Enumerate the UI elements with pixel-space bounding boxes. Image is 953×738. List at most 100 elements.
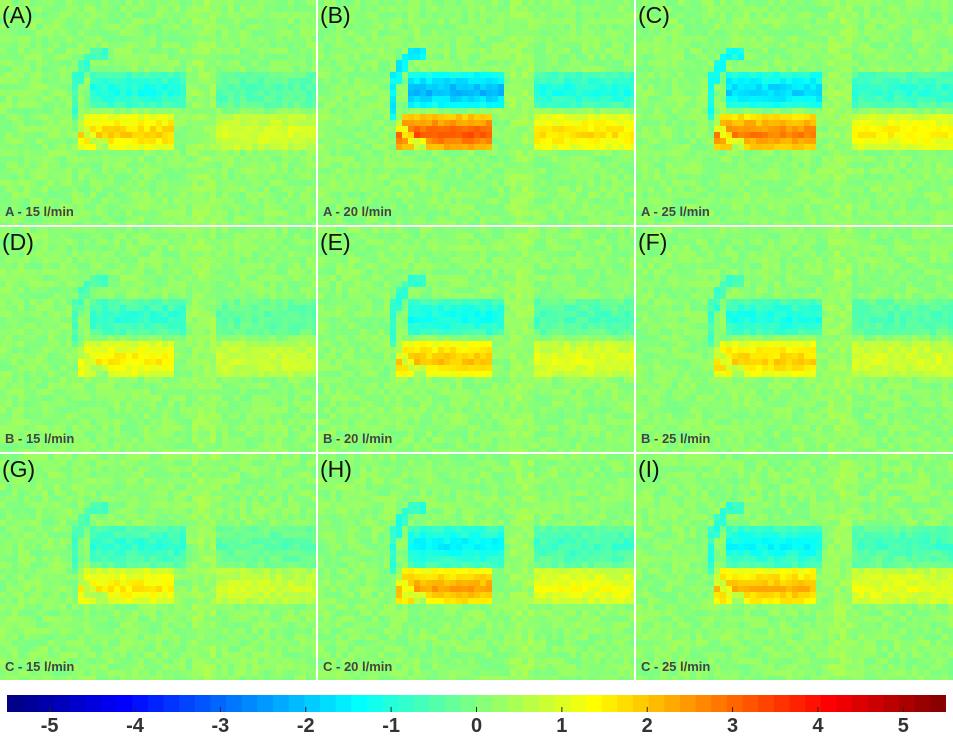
colorbar-tick-label: 0 [470,715,483,737]
colorbar-segment [210,695,227,712]
colorbar-tick-label: -4 [126,715,144,737]
panel-h: (H) C - 20 l/min [318,454,634,680]
colorbar-segment [789,695,806,712]
panel-condition: C - 25 l/min [641,659,711,674]
field-image [0,454,316,680]
colorbar-segment [69,695,86,712]
colorbar-segment [852,695,869,712]
colorbar-tick-label: -5 [40,715,59,737]
panel-condition: C - 20 l/min [323,659,393,674]
colorbar-segment [664,695,681,712]
colorbar-segment [116,695,133,712]
panel-i: (I) C - 25 l/min [636,454,953,680]
colorbar-segment [257,695,274,712]
colorbar-segment [601,695,618,712]
panel-e: (E) B - 20 l/min [318,227,634,452]
panel-condition: A - 15 l/min [5,204,74,219]
colorbar-segment [476,695,493,712]
colorbar-segment [633,695,650,712]
colorbar-tick-label: -1 [382,715,401,737]
colorbar-segment [586,695,603,712]
colorbar-segment [351,695,368,712]
colorbar-segment [570,695,587,712]
colorbar-segment [914,695,931,712]
colorbar [7,695,946,712]
colorbar-segment [758,695,775,712]
colorbar-segment [85,695,102,712]
panel-letter: (E) [320,229,351,255]
colorbar-tick-label: 1 [556,715,568,737]
colorbar-segment [867,695,884,712]
colorbar-segment [883,695,900,712]
colorbar-segment [288,695,305,712]
colorbar-segment [7,695,24,712]
colorbar-tick-label: 5 [897,715,909,737]
colorbar-segment [930,695,946,712]
panel-b: (B) A - 20 l/min [318,0,634,225]
colorbar-segment [711,695,728,712]
colorbar-segment [335,695,352,712]
colorbar-segment [899,695,916,712]
colorbar-segment [554,695,571,712]
colorbar-segment [194,695,212,712]
colorbar-segment [132,695,149,712]
panel-letter: (D) [2,229,34,255]
panel-letter: (F) [638,229,668,255]
field-image [636,227,953,452]
field-image [318,227,634,452]
panel-f: (F) B - 25 l/min [636,227,953,452]
colorbar-segment [382,695,399,712]
field-image [0,0,316,225]
colorbar-segment [398,695,415,712]
colorbar-segment [163,695,180,712]
colorbar-segment [226,695,243,712]
colorbar-tick-label: 4 [812,715,824,737]
field-image [318,0,634,225]
colorbar-segment [539,695,556,712]
colorbar-segment [742,695,759,712]
colorbar-segment [695,695,712,712]
colorbar-segment [53,695,71,712]
field-image [0,227,316,452]
panel-condition: B - 15 l/min [5,431,75,446]
panel-g: (G) C - 15 l/min [0,454,316,680]
colorbar-segment [304,695,321,712]
panel-condition: B - 25 l/min [641,431,711,446]
panel-condition: C - 15 l/min [5,659,75,674]
colorbar-segment [366,695,384,712]
colorbar-segment [523,695,540,712]
panel-condition: A - 25 l/min [641,204,710,219]
colorbar-segment [805,695,822,712]
colorbar-tick-label: -3 [211,715,230,737]
field-image [636,0,953,225]
panel-condition: A - 20 l/min [323,204,392,219]
colorbar-segment [273,695,290,712]
colorbar-tick-label: 3 [727,715,739,737]
panel-a: (A) A - 15 l/min [0,0,316,225]
panel-letter: (G) [2,456,36,482]
panel-d: (D) B - 15 l/min [0,227,316,452]
panel-letter: (B) [320,2,351,28]
colorbar-segment [820,695,838,712]
colorbar-segment [492,695,509,712]
colorbar-segment [320,695,337,712]
colorbar-segment [507,695,525,712]
colorbar-segment [460,695,478,712]
colorbar-segment [22,695,39,712]
colorbar-segment [147,695,165,712]
colorbar-segment [836,695,853,712]
colorbar-segment [726,695,744,712]
panel-letter: (A) [2,2,33,28]
colorbar-segment [38,695,55,712]
colorbar-segment [241,695,258,712]
panel-letter: (H) [320,456,352,482]
field-image [318,454,634,680]
colorbar-ticks: -5 -4 -3 -2 -1 0 1 2 3 4 5 [7,715,946,737]
colorbar-segment [179,695,196,712]
panel-condition: B - 20 l/min [323,431,393,446]
colorbar-segment [773,695,791,712]
colorbar-tick-label: 2 [641,715,653,737]
colorbar-tick-label: -2 [296,715,315,737]
panel-c: (C) A - 25 l/min [636,0,953,225]
colorbar-segment [100,695,118,712]
